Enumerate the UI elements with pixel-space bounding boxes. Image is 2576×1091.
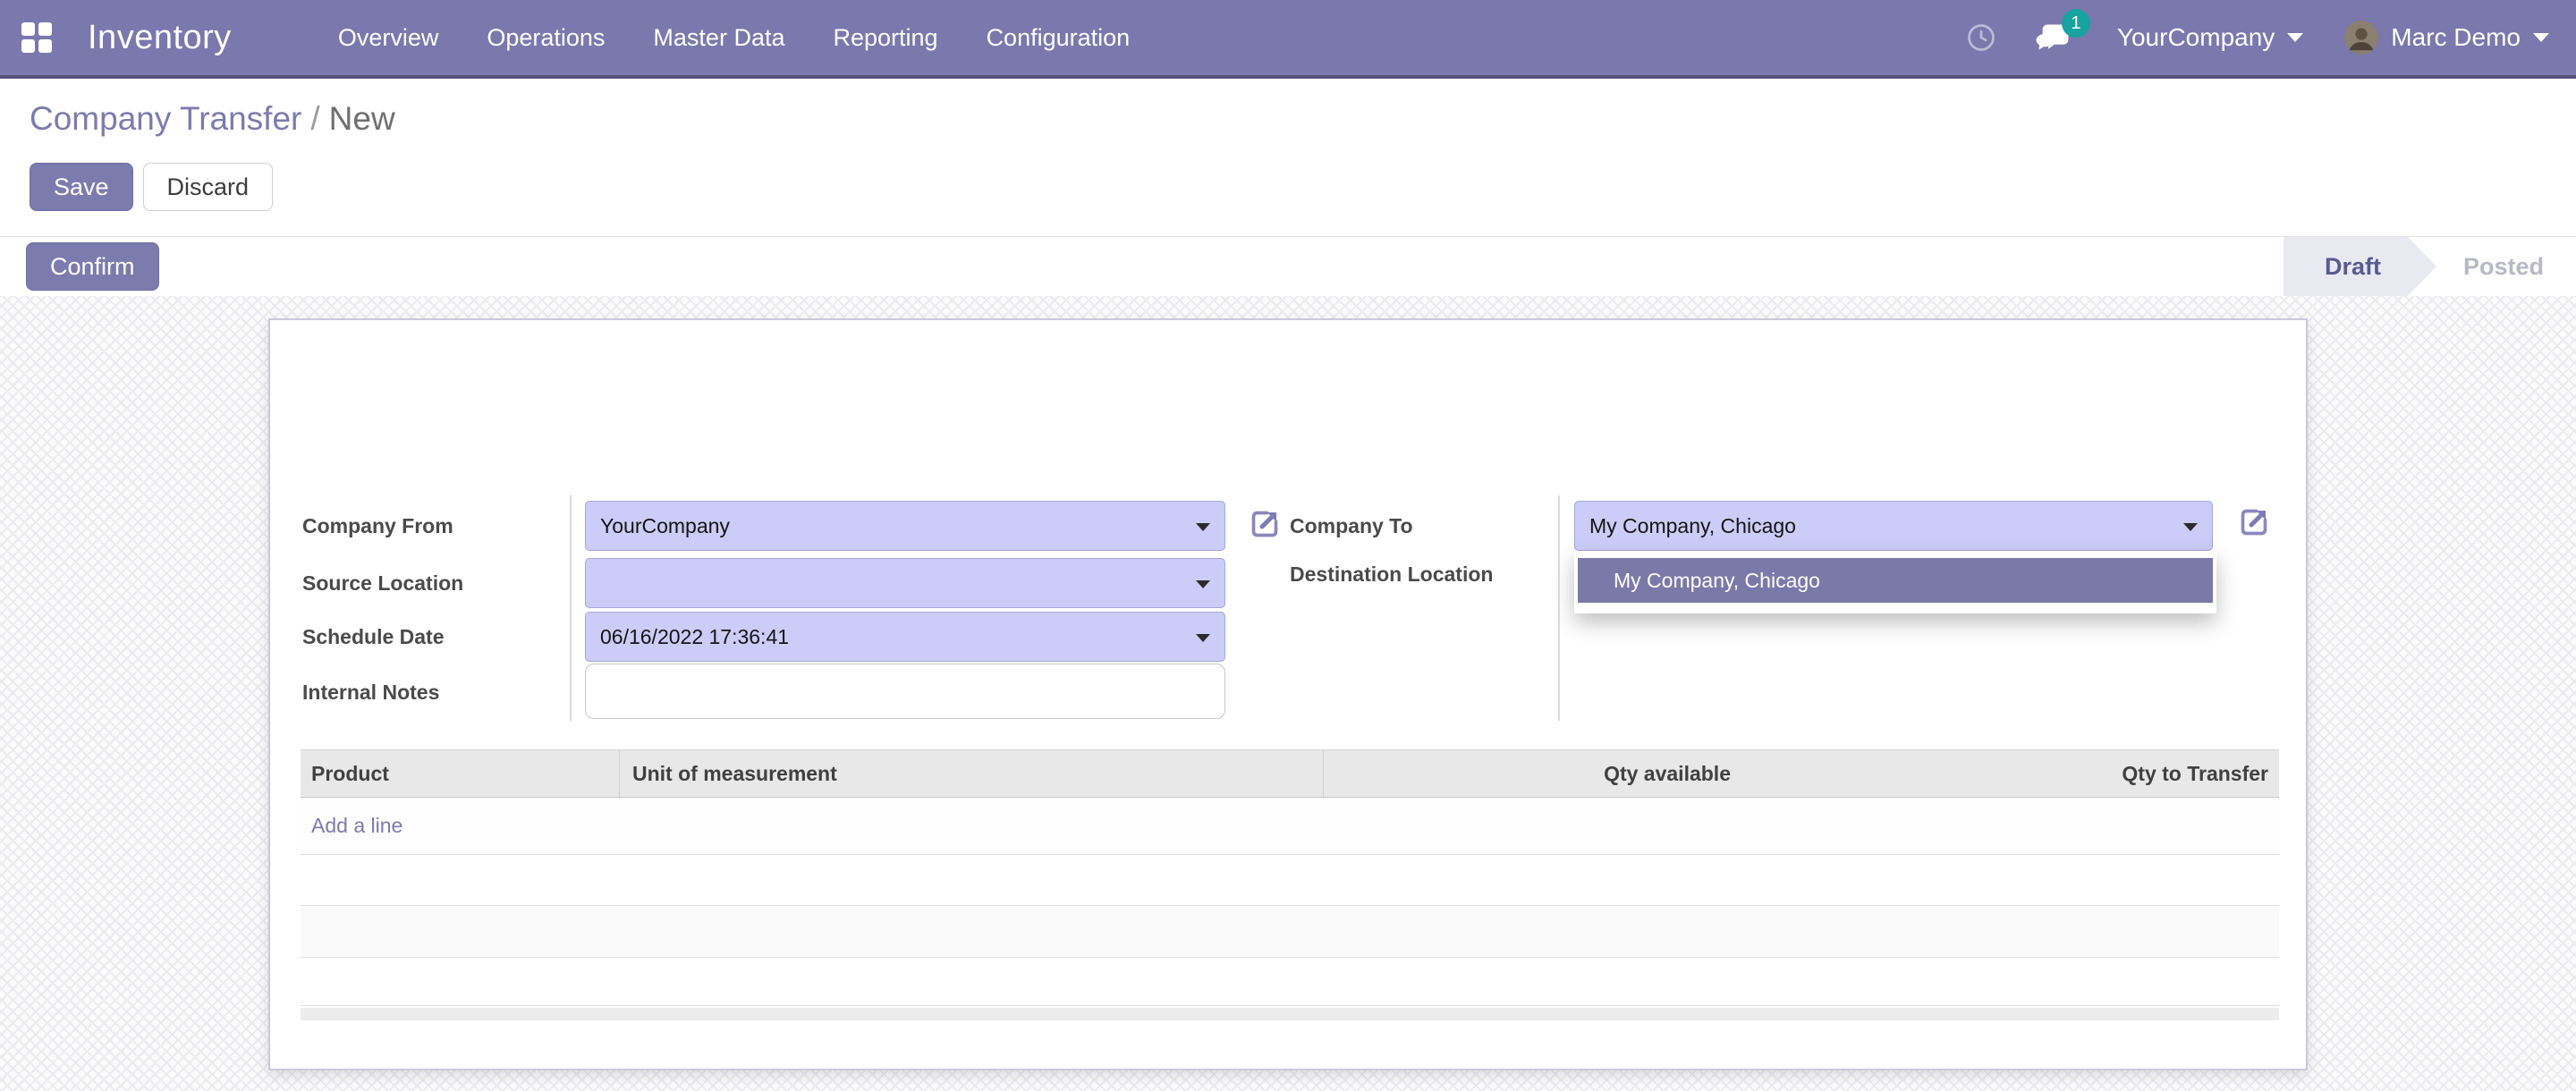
column-header-qty-available: Qty available: [1323, 750, 1741, 797]
message-count-badge: 1: [2061, 9, 2090, 38]
save-button[interactable]: Save: [30, 163, 133, 211]
menu-master-data[interactable]: Master Data: [653, 23, 785, 51]
caret-down-icon: [2183, 523, 2198, 531]
discard-button[interactable]: Discard: [142, 163, 274, 211]
activities-clock-icon[interactable]: [1965, 21, 1997, 54]
column-header-uom: Unit of measurement: [619, 750, 1323, 797]
company-to-dropdown: My Company, Chicago: [1574, 551, 2216, 613]
company-to-external-link-icon[interactable]: [2236, 504, 2272, 540]
breadcrumb-current: New: [328, 100, 395, 137]
source-location-select[interactable]: [585, 558, 1225, 608]
table-row: [301, 958, 2279, 1006]
transfer-lines-table: Product Unit of measurement Qty availabl…: [301, 749, 2279, 1020]
menu-reporting[interactable]: Reporting: [833, 23, 938, 51]
add-a-line-link[interactable]: Add a line: [311, 814, 403, 837]
record-actions: Save Discard: [30, 163, 274, 211]
form-sheet: Company From YourCompany Source Location…: [268, 318, 2308, 1070]
company-to-select[interactable]: My Company, Chicago: [1574, 501, 2213, 551]
chevron-down-icon: [2533, 33, 2549, 42]
company-to-label: Company To: [1290, 514, 1413, 537]
column-header-qty-to-transfer: Qty to Transfer: [2122, 761, 2268, 785]
confirm-button[interactable]: Confirm: [26, 242, 159, 291]
company-switcher-label: YourCompany: [2116, 23, 2275, 51]
caret-down-icon: [1196, 580, 1210, 588]
company-from-label: Company From: [302, 514, 453, 537]
dropdown-option[interactable]: My Company, Chicago: [1578, 558, 2213, 603]
caret-down-icon: [1196, 634, 1210, 642]
caret-down-icon: [1196, 523, 1210, 531]
menu-overview[interactable]: Overview: [337, 23, 439, 51]
source-location-label: Source Location: [302, 571, 464, 595]
schedule-date-label: Schedule Date: [302, 625, 445, 648]
company-to-value: My Company, Chicago: [1589, 514, 1796, 537]
app-title: Inventory: [88, 18, 232, 56]
messages-icon[interactable]: 1: [2033, 9, 2090, 55]
table-row: Add a line: [301, 798, 2279, 855]
table-footer-strip: [301, 1008, 2279, 1020]
internal-notes-input[interactable]: [585, 664, 1225, 719]
menu-configuration[interactable]: Configuration: [986, 23, 1131, 51]
top-navbar: Inventory Overview Operations Master Dat…: [0, 0, 2576, 79]
table-header-row: Product Unit of measurement Qty availabl…: [301, 749, 2279, 798]
status-step-posted[interactable]: Posted: [2462, 252, 2544, 280]
apps-menu-icon[interactable]: [21, 22, 52, 53]
table-row: [301, 906, 2279, 958]
main-menu: Overview Operations Master Data Reportin…: [314, 0, 1154, 75]
company-from-select[interactable]: YourCompany: [585, 501, 1225, 551]
statusbar: Confirm Draft Posted: [0, 236, 2576, 297]
schedule-date-value: 06/16/2022 17:36:41: [600, 625, 790, 648]
group-divider: [1558, 495, 1560, 721]
company-from-external-link-icon[interactable]: [1247, 506, 1283, 542]
breadcrumb-separator: /: [310, 100, 320, 137]
status-steps: Draft Posted: [2284, 237, 2576, 296]
user-menu[interactable]: Marc Demo: [2391, 23, 2549, 52]
user-name: Marc Demo: [2391, 23, 2521, 51]
internal-notes-label: Internal Notes: [302, 681, 440, 704]
menu-operations[interactable]: Operations: [487, 23, 606, 51]
schedule-date-select[interactable]: 06/16/2022 17:36:41: [585, 612, 1225, 662]
column-header-product: Product: [311, 761, 389, 785]
company-from-value: YourCompany: [600, 514, 730, 537]
breadcrumb-parent-link[interactable]: Company Transfer: [30, 100, 302, 137]
chevron-down-icon: [2287, 33, 2304, 42]
form-view-background: Company From YourCompany Source Location…: [0, 296, 2576, 1091]
destination-location-label: Destination Location: [1290, 562, 1494, 586]
table-row: [301, 855, 2279, 906]
group-divider: [570, 495, 572, 721]
status-step-draft[interactable]: Draft: [2284, 237, 2436, 296]
avatar: [2344, 21, 2379, 55]
company-switcher[interactable]: YourCompany: [2116, 23, 2304, 52]
breadcrumb: Company Transfer / New: [30, 100, 395, 138]
